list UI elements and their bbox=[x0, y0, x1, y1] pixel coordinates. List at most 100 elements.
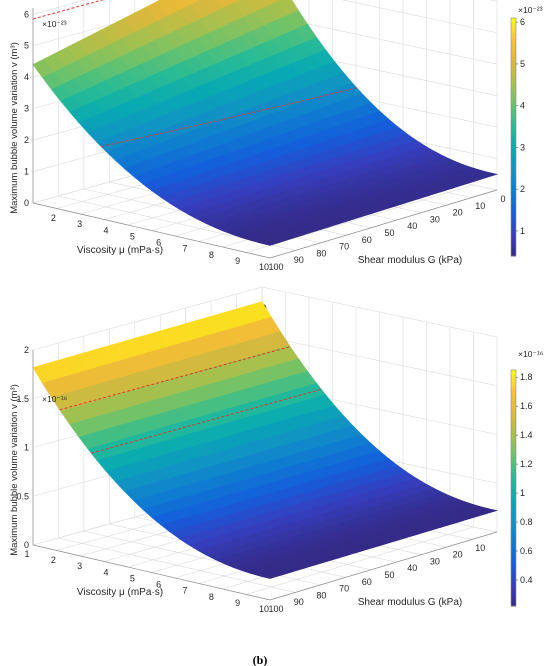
colorbar-segment bbox=[511, 539, 516, 544]
colorbar-segment bbox=[511, 49, 516, 55]
mu-tick-label: 6 bbox=[156, 580, 161, 590]
z-tick-label: 0 bbox=[24, 198, 29, 208]
colorbar-segment bbox=[511, 152, 516, 158]
colorbar-segment bbox=[511, 373, 516, 379]
g-axis-label: Shear modulus G (kPa) bbox=[358, 255, 463, 266]
colorbar-segment bbox=[511, 57, 516, 63]
colorbar-segment bbox=[511, 586, 516, 591]
colorbar-tick-label: 0.4 bbox=[520, 575, 533, 585]
g-tick-label: 0 bbox=[500, 194, 505, 204]
g-tick-label: 20 bbox=[453, 550, 463, 560]
colorbar-segment bbox=[511, 409, 516, 414]
colorbar-segment bbox=[511, 216, 516, 221]
colorbar-segment bbox=[511, 184, 516, 190]
colorbar-tick-label: 2 bbox=[520, 184, 525, 194]
colorbar-segment bbox=[511, 212, 516, 217]
z-tick-label: 3 bbox=[24, 104, 29, 114]
g-tick-label: 20 bbox=[453, 208, 463, 218]
colorbar-segment bbox=[511, 160, 516, 166]
colorbar-segment bbox=[511, 547, 516, 552]
g-tick-label: 30 bbox=[430, 214, 440, 224]
colorbar-segment bbox=[511, 425, 516, 430]
colorbar-tick-label: 1.4 bbox=[520, 430, 533, 440]
mu-tick-label: 2 bbox=[51, 555, 56, 565]
z-tick-label: 1 bbox=[24, 443, 29, 453]
dashed-contour-line bbox=[100, 87, 357, 147]
mu-tick-label: 5 bbox=[130, 573, 135, 583]
colorbar-segment bbox=[511, 220, 516, 225]
z-tick-label: 2 bbox=[24, 345, 29, 355]
surface-patch bbox=[276, 0, 281, 2]
g-tick-label: 90 bbox=[294, 255, 304, 265]
z-tick-label: 4 bbox=[24, 72, 29, 82]
colorbar-segment bbox=[511, 468, 516, 473]
colorbar-segment bbox=[511, 480, 516, 485]
g-tick-label: 60 bbox=[362, 235, 372, 245]
colorbar-segment bbox=[511, 125, 516, 130]
colorbar-exponent: ×10⁻¹⁶ bbox=[518, 349, 543, 359]
colorbar-segment bbox=[511, 503, 516, 509]
colorbar-segment bbox=[511, 129, 516, 134]
g-tick-label: 10 bbox=[475, 543, 485, 553]
mu-axis-label: Viscosity μ (mPa·s) bbox=[77, 245, 163, 256]
z-axis-label: Maximum bubble volume variation v (m³) bbox=[9, 384, 20, 556]
colorbar-segment bbox=[511, 436, 516, 442]
colorbar-segment bbox=[511, 370, 516, 375]
z-axis-label: Maximum bubble volume variation v (m³) bbox=[9, 42, 20, 214]
colorbar: 1 2 3 4 5 6 ×10⁻²³ bbox=[510, 5, 543, 257]
colorbar-segment bbox=[511, 25, 516, 31]
colorbar-segment bbox=[511, 488, 516, 493]
colorbar-segment bbox=[511, 69, 516, 75]
colorbar-segment bbox=[511, 109, 516, 114]
colorbar-tick-label: 4 bbox=[520, 101, 525, 111]
surface-patch bbox=[277, 0, 299, 16]
mu-tick-label: 2 bbox=[51, 213, 56, 223]
colorbar-frame bbox=[510, 17, 517, 257]
colorbar-segment bbox=[511, 554, 516, 560]
g-axis-label: Shear modulus G (kPa) bbox=[358, 597, 463, 608]
colorbar-segment bbox=[511, 464, 516, 469]
colorbar-segment bbox=[511, 484, 516, 489]
colorbar-segment bbox=[511, 377, 516, 383]
colorbar-segment bbox=[511, 550, 516, 556]
colorbar-segment bbox=[511, 18, 516, 23]
mu-axis-line bbox=[32, 202, 271, 259]
surface-patch bbox=[188, 0, 200, 5]
g-tick-label: 10 bbox=[475, 201, 485, 211]
colorbar-segment bbox=[511, 448, 516, 454]
colorbar-segment bbox=[511, 121, 516, 126]
colorbar-tick-label: 1.2 bbox=[520, 459, 533, 469]
colorbar-segment bbox=[511, 381, 516, 387]
colorbar-segment bbox=[511, 156, 516, 162]
colorbar-segment bbox=[511, 558, 516, 564]
colorbar-segment bbox=[511, 248, 516, 253]
colorbar-segment bbox=[511, 113, 516, 118]
mu-tick-label: 9 bbox=[235, 598, 240, 608]
colorbar-segment bbox=[511, 562, 516, 568]
mu-tick-label: 10 bbox=[259, 262, 269, 272]
colorbar-segment bbox=[511, 570, 516, 576]
colorbar-segment bbox=[511, 236, 516, 241]
surface-patch bbox=[250, 301, 272, 321]
colorbar-segment bbox=[511, 252, 516, 257]
colorbar-segment bbox=[511, 89, 516, 94]
colorbar-tick-label: 1 bbox=[520, 488, 525, 498]
colorbar-segment bbox=[511, 188, 516, 194]
mu-tick-label: 5 bbox=[130, 231, 135, 241]
colorbar-segment bbox=[511, 137, 516, 142]
mu-tick-label: 1 bbox=[24, 549, 29, 559]
colorbar-tick-label: 5 bbox=[520, 59, 525, 69]
colorbar: 0.4 0.6 0.8 1 1.2 1.4 1.6 1.8 ×10⁻¹⁶ bbox=[510, 349, 543, 607]
colorbar-segment bbox=[511, 472, 516, 477]
colorbar-tick-label: 6 bbox=[520, 17, 525, 27]
colorbar-segment bbox=[511, 93, 516, 98]
colorbar-segment bbox=[511, 440, 516, 446]
mu-tick-label: 10 bbox=[259, 604, 269, 614]
z-tick-label: 6 bbox=[24, 9, 29, 19]
colorbar-segment bbox=[511, 117, 516, 122]
mu-tick-label: 9 bbox=[235, 256, 240, 266]
colorbar-segment bbox=[511, 523, 516, 528]
mu-tick-label: 4 bbox=[103, 567, 108, 577]
colorbar-segment bbox=[511, 578, 516, 583]
colorbar-segment bbox=[511, 598, 516, 603]
